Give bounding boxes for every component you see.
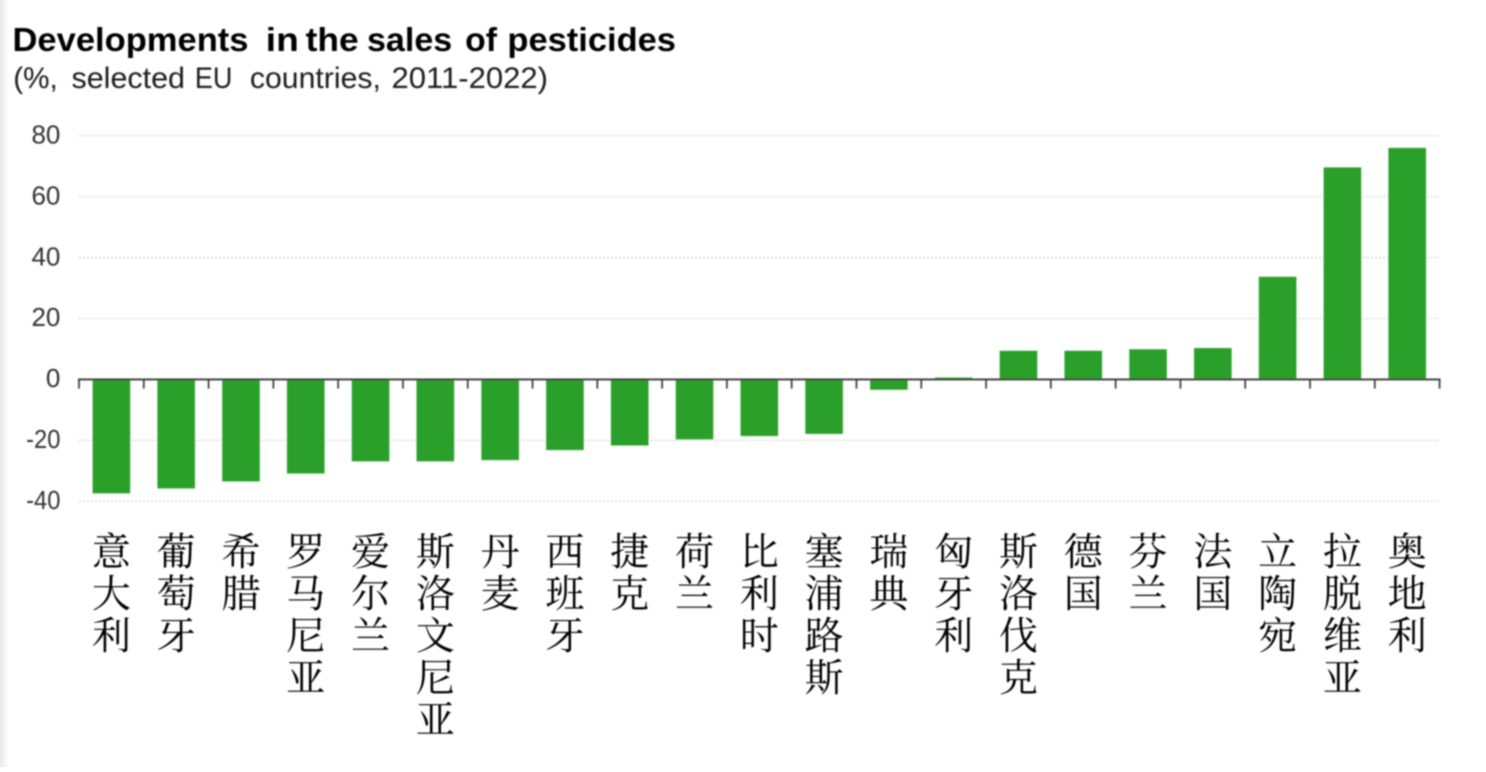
svg-text:selected: selected: [72, 62, 186, 95]
svg-text:-20: -20: [26, 424, 60, 454]
svg-text:of: of: [465, 22, 498, 59]
svg-text:80: 80: [31, 119, 60, 149]
svg-text:-40: -40: [26, 485, 60, 515]
svg-text:EU: EU: [195, 62, 233, 95]
svg-text:(%,: (%,: [13, 62, 58, 95]
svg-text:40: 40: [31, 241, 60, 271]
svg-text:sales: sales: [367, 22, 452, 59]
svg-text:20: 20: [31, 302, 60, 332]
svg-text:60: 60: [31, 180, 60, 210]
svg-text:the: the: [306, 22, 359, 59]
svg-text:pesticides: pesticides: [507, 22, 676, 59]
svg-text:countries,: countries,: [250, 62, 381, 95]
svg-text:Developments: Developments: [13, 22, 249, 59]
svg-text:0: 0: [46, 363, 60, 393]
svg-text:in: in: [266, 22, 299, 59]
svg-text:2011-2022): 2011-2022): [392, 62, 549, 95]
